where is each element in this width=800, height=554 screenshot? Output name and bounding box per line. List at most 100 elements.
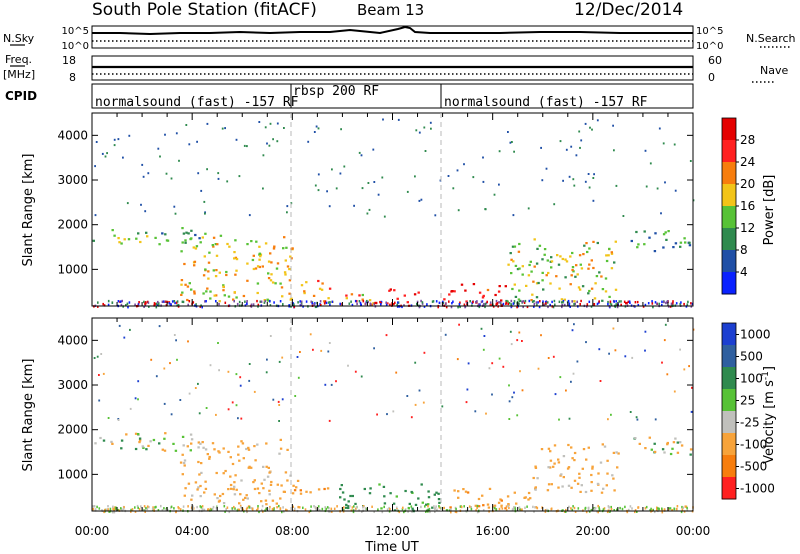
echo-cell bbox=[599, 461, 603, 464]
velocity-colorbar-label-exponent: -1 bbox=[761, 371, 771, 380]
near-range-cell bbox=[596, 302, 599, 306]
near-range-cell bbox=[192, 505, 194, 508]
echo-cell bbox=[525, 284, 528, 287]
echo-cell bbox=[604, 290, 608, 293]
near-range-cell bbox=[105, 508, 108, 511]
echo-cell bbox=[478, 291, 482, 294]
near-range-cell bbox=[613, 509, 615, 512]
echo-cell bbox=[585, 242, 588, 245]
echo-cell bbox=[507, 263, 510, 266]
echo-cell bbox=[263, 478, 266, 481]
echo-cell bbox=[567, 443, 570, 447]
near-range-cell bbox=[319, 300, 322, 303]
echo-cell-sparse bbox=[106, 152, 108, 155]
echo-cell bbox=[517, 250, 521, 253]
echo-cell-sparse bbox=[281, 356, 284, 359]
echo-cell bbox=[504, 507, 507, 510]
near-range-cell bbox=[288, 304, 290, 307]
echo-cell bbox=[453, 489, 456, 492]
echo-cell bbox=[590, 473, 593, 477]
echo-cell bbox=[227, 488, 230, 491]
echo-cell-sparse bbox=[622, 215, 625, 217]
echo-cell bbox=[240, 440, 243, 443]
near-range-cell bbox=[684, 505, 687, 508]
near-range-cell bbox=[107, 508, 109, 511]
echo-cell bbox=[644, 447, 647, 450]
near-range-cell bbox=[558, 300, 561, 303]
echo-cell bbox=[204, 448, 208, 451]
power-colorbar-swatch bbox=[722, 118, 736, 141]
near-range-cell bbox=[103, 304, 106, 307]
echo-cell bbox=[472, 283, 476, 286]
near-range-cell bbox=[634, 301, 637, 304]
echo-cell-sparse bbox=[610, 413, 612, 416]
near-range-cell bbox=[498, 507, 501, 511]
near-range-cell bbox=[541, 506, 543, 509]
echo-cell bbox=[477, 497, 481, 501]
echo-cell bbox=[389, 288, 392, 291]
echo-cell-sparse bbox=[406, 395, 409, 397]
echo-cell bbox=[317, 488, 321, 491]
near-range-cell bbox=[245, 508, 248, 511]
velocity-colorbar-label: Velocity [m s-1] bbox=[761, 366, 777, 464]
near-range-cell bbox=[616, 305, 619, 309]
echo-cell bbox=[571, 268, 574, 272]
echo-cell bbox=[262, 465, 265, 468]
near-range-cell bbox=[690, 302, 692, 305]
echo-cell bbox=[215, 269, 218, 272]
near-range-cell bbox=[224, 301, 227, 304]
echo-cell bbox=[573, 300, 576, 303]
echo-cell bbox=[532, 476, 535, 480]
echo-cell bbox=[486, 503, 490, 506]
near-range-cell bbox=[215, 300, 217, 303]
near-range-cell bbox=[435, 505, 437, 508]
echo-cell bbox=[252, 254, 255, 257]
near-range-cell bbox=[421, 302, 424, 305]
near-range-cell bbox=[112, 505, 114, 508]
echo-cell bbox=[342, 508, 345, 512]
echo-cell bbox=[212, 269, 215, 272]
velocity-colorbar-swatch bbox=[722, 433, 736, 456]
echo-cell bbox=[256, 265, 260, 268]
echo-cell-sparse bbox=[200, 189, 203, 192]
echo-cell bbox=[591, 467, 594, 470]
near-range-cell bbox=[294, 507, 296, 510]
echo-cell bbox=[135, 237, 138, 240]
near-range-cell bbox=[145, 506, 147, 510]
echo-cell-sparse bbox=[276, 122, 279, 125]
echo-cell bbox=[279, 447, 283, 450]
echo-cell bbox=[180, 279, 184, 282]
power-colorbar-label: Power [dB] bbox=[762, 175, 777, 246]
near-range-cell bbox=[454, 510, 457, 513]
echo-cell bbox=[588, 289, 591, 293]
near-range-cell bbox=[325, 507, 328, 511]
velocity-colorbar-tick-label: -100 bbox=[740, 438, 767, 452]
near-range-cell bbox=[459, 305, 461, 309]
power-colorbar-swatch bbox=[722, 162, 736, 185]
echo-cell bbox=[521, 273, 524, 276]
echo-cell bbox=[216, 497, 219, 500]
echo-cell bbox=[270, 480, 273, 484]
echo-cell bbox=[582, 448, 586, 451]
power-y-tick-label: 4000 bbox=[57, 128, 88, 142]
echo-cell bbox=[218, 300, 221, 303]
echo-cell bbox=[587, 446, 590, 449]
echo-cell bbox=[327, 297, 330, 300]
echo-cell bbox=[506, 300, 509, 303]
echo-cell bbox=[587, 267, 590, 270]
cpid-segment-2: rbsp 200 RF bbox=[293, 84, 379, 99]
echo-cell bbox=[558, 287, 561, 290]
near-range-cell bbox=[161, 509, 164, 512]
echo-cell-sparse bbox=[559, 140, 562, 143]
near-range-cell bbox=[609, 302, 612, 305]
echo-cell bbox=[557, 486, 560, 489]
echo-cell-sparse bbox=[385, 334, 388, 337]
echo-cell bbox=[262, 487, 265, 490]
power-y-tick-label: 1000 bbox=[57, 262, 88, 276]
echo-cell bbox=[246, 279, 249, 282]
echo-cell bbox=[267, 466, 270, 469]
echo-cell bbox=[513, 491, 516, 494]
echo-cell bbox=[283, 271, 287, 274]
near-range-cell bbox=[300, 300, 303, 303]
near-range-cell bbox=[238, 508, 241, 511]
